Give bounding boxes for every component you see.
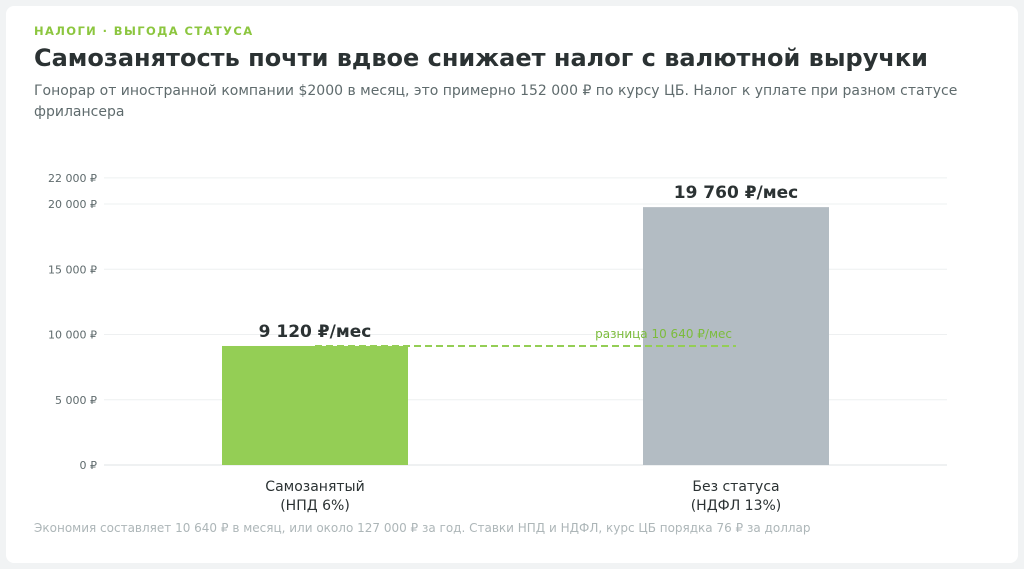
x-category-label: (НПД 6%) bbox=[280, 498, 350, 514]
bar-1 bbox=[222, 345, 408, 465]
bar-value-label: 9 120 ₽/мес bbox=[259, 322, 372, 342]
y-tick-label: 20 000 ₽ bbox=[48, 198, 97, 211]
y-tick-label: 15 000 ₽ bbox=[48, 263, 97, 276]
y-tick-label: 5 000 ₽ bbox=[55, 394, 97, 407]
kicker-label: НАЛОГИ · ВЫГОДА СТАТУСА bbox=[34, 24, 254, 38]
reference-line-label: разница 10 640 ₽/мес bbox=[595, 327, 732, 341]
x-category-label: (НДФЛ 13%) bbox=[691, 498, 782, 514]
chart-card bbox=[6, 6, 1018, 563]
x-category-label: Без статуса bbox=[692, 479, 779, 495]
chart-title: Самозанятость почти вдвое снижает налог … bbox=[34, 44, 928, 72]
y-tick-label: 10 000 ₽ bbox=[48, 329, 97, 342]
footnote: Экономия составляет 10 640 ₽ в месяц, ил… bbox=[34, 521, 811, 535]
bar-value-label: 19 760 ₽/мес bbox=[674, 183, 799, 203]
bars-layer bbox=[222, 207, 829, 465]
y-tick-label: 0 ₽ bbox=[80, 459, 98, 472]
chart-subtitle: Гонорар от иностранной компании $2000 в … bbox=[34, 83, 958, 120]
y-tick-label: 22 000 ₽ bbox=[48, 172, 97, 185]
labels-layer: 0 ₽ 5 000 ₽ 10 000 ₽ 15 000 ₽ 20 000 ₽ 22 000… bbox=[48, 172, 798, 514]
x-category-label: Самозанятый bbox=[265, 479, 364, 495]
bar-2 bbox=[643, 207, 829, 465]
